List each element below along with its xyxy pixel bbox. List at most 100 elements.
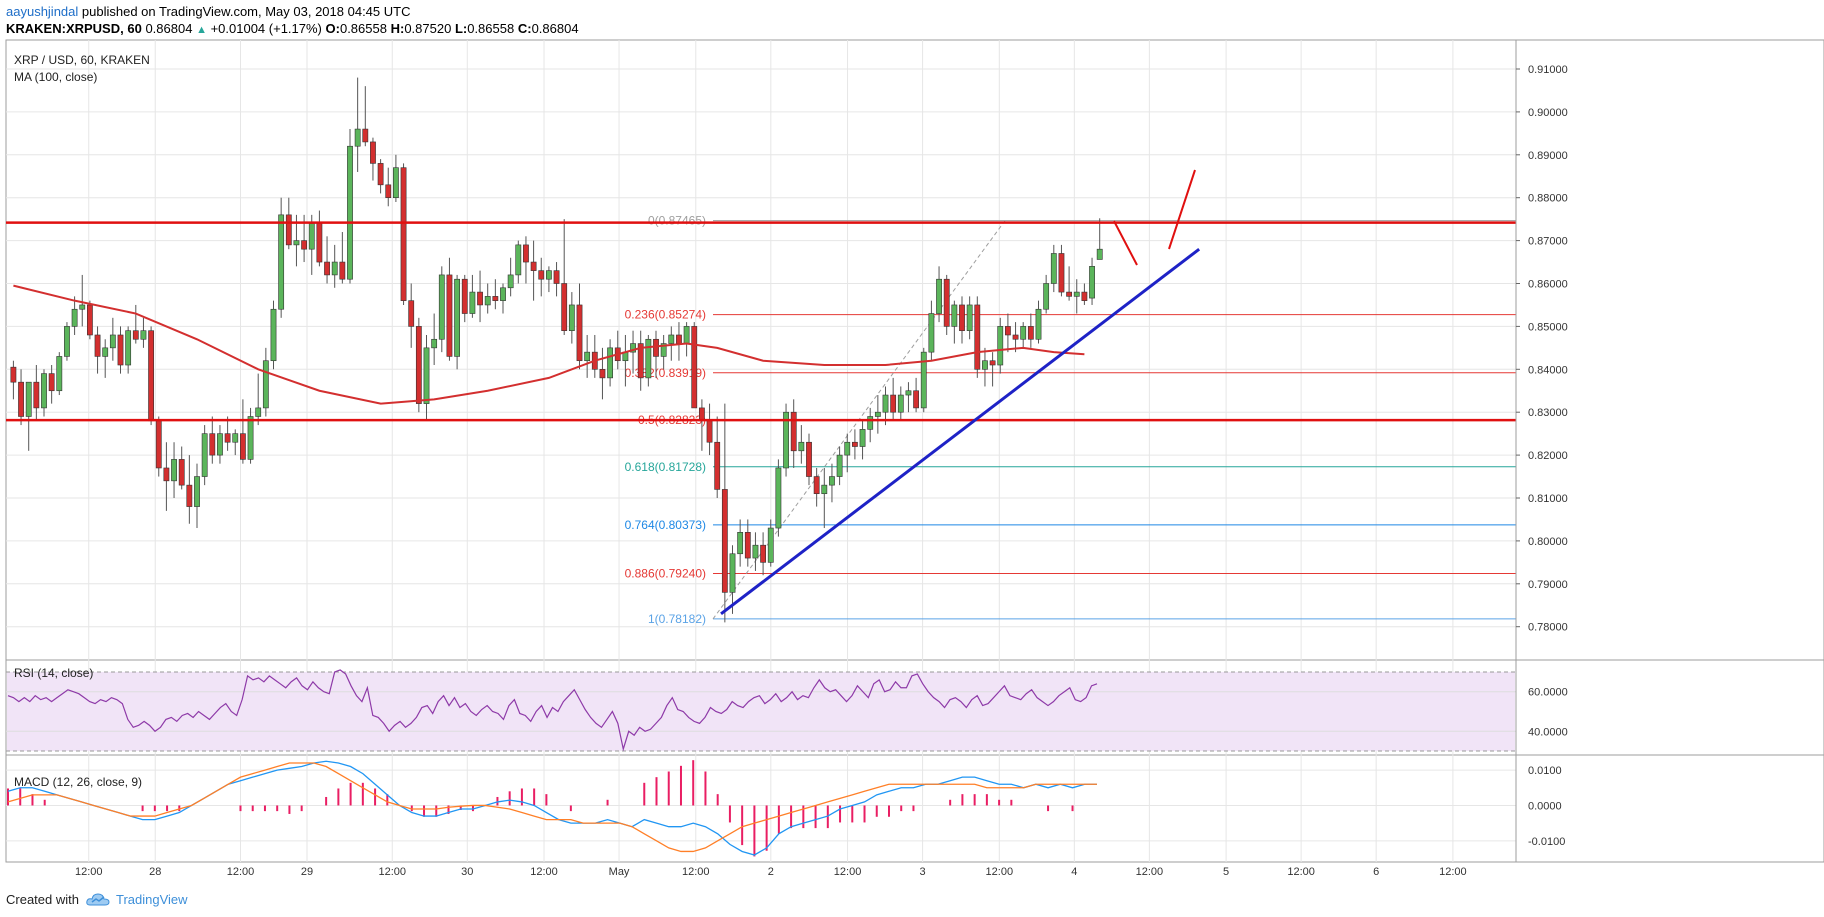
time-tick-label: 4 xyxy=(1071,866,1077,878)
price-tick-label: 0.89000 xyxy=(1528,150,1568,162)
candle-down xyxy=(461,278,468,314)
candle-up xyxy=(79,304,86,310)
candle-up xyxy=(668,334,675,344)
time-tick-label: 30 xyxy=(461,866,473,878)
pane-frame xyxy=(5,39,1517,661)
candle-down xyxy=(178,459,185,486)
candle-down xyxy=(377,163,384,186)
close-value: 0.86804 xyxy=(531,21,579,36)
candle-up xyxy=(1035,308,1042,340)
candle-up xyxy=(729,553,736,593)
candle-up xyxy=(829,476,835,486)
publish-info: published on TradingView.com, May 03, 20… xyxy=(81,4,411,19)
publish-line: aayushjindal published on TradingView.co… xyxy=(6,4,410,19)
time-tick-label: 12:00 xyxy=(75,866,103,878)
candle-up xyxy=(354,128,361,147)
time-tick-label: 12:00 xyxy=(1439,866,1467,878)
time-tick-label: 29 xyxy=(301,866,313,878)
candle-down xyxy=(362,128,369,143)
price-tick-label: 0.80000 xyxy=(1528,536,1568,548)
candle-up xyxy=(140,330,147,340)
price-tick-label: 0.90000 xyxy=(1528,107,1568,119)
candle-up xyxy=(775,467,782,529)
rsi-line xyxy=(7,669,1098,752)
candle-down xyxy=(1012,334,1019,340)
candle-up xyxy=(423,347,430,404)
candle-up xyxy=(247,416,254,460)
candle-down xyxy=(446,274,453,357)
created-with-label: Created with xyxy=(6,892,79,907)
candle-up xyxy=(293,240,300,246)
candle-down xyxy=(959,304,965,331)
author-link[interactable]: aayushjindal xyxy=(6,4,79,19)
candle-up xyxy=(928,313,935,353)
price-tick-label: 0.87000 xyxy=(1528,236,1568,248)
candle-down xyxy=(1058,253,1065,293)
candle-down xyxy=(324,261,330,276)
candle-up xyxy=(936,278,942,314)
candlestick-series xyxy=(10,77,1103,623)
candle-down xyxy=(492,296,499,301)
candle-down xyxy=(163,467,170,482)
candle-up xyxy=(844,441,851,456)
candle-down xyxy=(806,441,812,477)
price-tick-label: 0.86000 xyxy=(1528,279,1568,291)
candle-down xyxy=(94,334,101,357)
fib-level-label: 1(0.78182) xyxy=(648,612,706,626)
price-tick-label: 0.88000 xyxy=(1528,193,1568,205)
candle-down xyxy=(1081,291,1088,301)
time-tick-label: 12:00 xyxy=(1287,866,1315,878)
candle-down xyxy=(943,278,950,327)
candle-up xyxy=(232,433,239,443)
candle-down xyxy=(240,433,246,460)
candle-up xyxy=(737,532,744,555)
candle-down xyxy=(1066,291,1072,297)
candle-up xyxy=(255,407,262,417)
time-tick-label: 2 xyxy=(768,866,774,878)
candle-down xyxy=(148,330,154,422)
candle-down xyxy=(117,334,124,366)
candle-down xyxy=(186,484,193,507)
price-tick-label: 0.84000 xyxy=(1528,364,1568,376)
close-label: C: xyxy=(517,21,532,36)
candle-down xyxy=(18,381,24,417)
time-tick-label: 12:00 xyxy=(682,866,710,878)
candle-down xyxy=(132,330,139,340)
candle-down xyxy=(538,270,545,280)
candle-up xyxy=(484,296,491,306)
candle-up xyxy=(500,287,506,301)
candle-down xyxy=(676,334,682,344)
candle-up xyxy=(1043,283,1050,310)
candle-down xyxy=(408,300,415,327)
candle-down xyxy=(48,373,55,392)
candle-up xyxy=(951,304,958,327)
candle-up xyxy=(752,544,759,559)
candle-up xyxy=(308,223,315,250)
candle-down xyxy=(415,326,422,404)
candle-down xyxy=(744,532,751,559)
candle-up xyxy=(262,360,269,409)
candle-down xyxy=(913,390,919,409)
macd-tick-label: -0.0100 xyxy=(1528,836,1565,848)
candle-up xyxy=(1089,266,1095,299)
up-arrow-icon: ▲ xyxy=(196,24,207,36)
support-trendline xyxy=(720,247,1201,616)
ohlc-line: KRAKEN:XRPUSD, 60 0.86804 ▲ +0.01004 (+1… xyxy=(6,21,579,36)
candle-down xyxy=(714,441,721,490)
candle-down xyxy=(599,368,606,379)
pane-frame xyxy=(5,754,1517,863)
candle-down xyxy=(790,411,797,452)
tradingview-link[interactable]: TradingView xyxy=(116,892,188,907)
last-price: 0.86804 xyxy=(145,21,193,36)
signal-line xyxy=(7,762,1097,853)
candle-down xyxy=(576,304,583,362)
candle-up xyxy=(392,167,399,198)
fib-level-label: 0.382(0.83919) xyxy=(625,366,706,380)
fib-level-label: 0.886(0.79240) xyxy=(625,567,706,581)
time-tick-label: 28 xyxy=(149,866,161,878)
tradingview-cloud-icon xyxy=(86,893,110,906)
candle-down xyxy=(477,291,483,306)
candle-up xyxy=(515,244,522,276)
time-tick-label: 12:00 xyxy=(378,866,406,878)
